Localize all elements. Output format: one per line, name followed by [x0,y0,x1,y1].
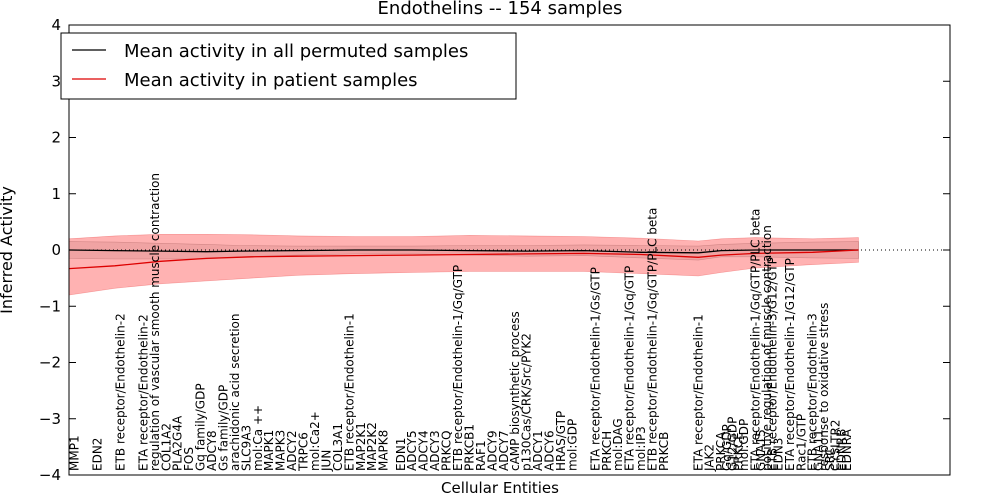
x-tick-label: FOS [182,447,196,471]
x-tick-label: mol:Ca2+ [308,411,322,471]
x-tick-label: COL3A1 [331,423,345,471]
x-tick-label: GNA15 [754,429,768,471]
x-tick-label: ADCY3 [428,430,442,471]
patient-band [68,234,859,296]
x-tick-label: JUN [319,450,333,472]
x-tick-label: mol:DAG [611,418,625,471]
x-tick-label: ADCY1 [531,430,545,471]
legend-label-permuted: Mean activity in all permuted samples [124,41,468,62]
x-tick-label: EDNRB [834,429,848,471]
x-tick-label: response to oxidative stress [817,303,831,471]
y-tick-label: −3 [39,410,61,428]
y-axis-label: Inferred Activity [0,186,16,314]
legend-label-patient: Mean activity in patient samples [124,70,418,91]
permuted-mean-line [68,249,859,254]
x-tick-label: Rac1/GTP [794,414,808,471]
x-axis-labels: MMP1 EDN2 ETB receptor/Endothelin-2 ETA rec… [68,173,854,472]
x-tick-label: arachidonic acid secretion [228,314,242,471]
x-tick-label: TRPC6 [297,432,311,472]
x-tick-label: EDN1 [394,438,408,471]
series-lines [68,249,950,270]
x-tick-label: ETA receptor/Endothelin-2 [136,314,150,471]
x-tick-label: PRKCB1 [463,424,477,471]
x-tick-label: JAK2 [703,444,717,472]
y-tick-label: 2 [51,129,61,147]
x-tick-label: EDNRA [840,428,854,471]
x-tick-label: PRKCE [731,432,745,471]
y-tick-label: 1 [51,185,61,203]
x-tick-label: COL1A2 [159,423,173,471]
x-axis-label: Cellular Entities [441,479,559,497]
chart-title: Endothelins -- 154 samples [378,0,623,19]
y-axis: −4 −3 −2 −1 0 1 2 3 4 [39,16,950,484]
x-tick-label: mol:IP3 [634,426,648,471]
x-tick-label: ETA receptor/Endothelin-1/Gs/GTP [588,267,602,471]
x-tick-label: PLA2G4A [171,415,185,471]
x-tick-label: ETB receptor/Endothelin-1 [342,313,356,471]
x-tick-label: ADCY8 [205,430,219,471]
x-tick-label: PRKCA [714,431,728,471]
x-tick-label: mol:Ca ++ [251,405,265,471]
x-tick-label: ADCY5 [405,430,419,471]
x-tick-label: ETA receptor/Endothelin-1/Gq/GTP [623,266,637,471]
x-tick-label: positive regulation of muscle contractio… [760,225,774,471]
x-tick-label: RAF1 [474,440,488,471]
x-tick-label: EDN3 [771,438,785,471]
x-tick-label: ETA receptor/Endothelin-1 [691,314,705,471]
y-tick-label: 3 [51,72,61,90]
x-tick-label: Gq/GDP [720,424,734,471]
y-tick-label: −2 [39,354,61,372]
y-tick-label: 4 [51,16,61,34]
x-tick-label: regulation of vascular smooth muscle con… [148,173,162,471]
x-tick-label: Gs family/GDP [217,385,231,471]
x-tick-label: ETB receptor/Endothelin-1/Gq/GTP/PLC bet… [646,208,660,471]
legend-box [60,32,517,100]
y-tick-label: 0 [51,241,61,259]
x-tick-label: ADCY9 [485,430,499,471]
x-tick-label: G12/GDP [726,417,740,471]
x-tick-label: SRC [823,447,837,471]
x-tick-label: ETB receptor/Endothelin-3 [806,313,820,471]
x-tick-label: Gq family/GDP [194,383,208,471]
x-tick-label: ADCY4 [417,430,431,471]
x-tick-label: ADCY6 [543,430,557,471]
y-tick-label: −1 [39,297,61,315]
y-tick-label: −4 [39,466,61,484]
x-tick-label: CYSLTR2 [829,420,843,471]
x-tick-label: MAPK8 [377,430,391,471]
x-tick-label: p130Cas/CRK/Src/PYK2 [520,333,534,471]
x-tick-label: ETB receptor/Endothelin-2 [114,313,128,471]
x-tick-label: mol:GDP [565,419,579,471]
x-tick-label: MAP2K1 [354,422,368,471]
x-tick-label: GNA11 [811,429,825,471]
x-tick-label: PRKCB [657,432,671,471]
x-tick-label: HRAS/GTP [554,411,568,471]
x-tick-label: ETA receptor/Endothelin-1/G12/GTP [783,258,797,471]
x-tick-label: ADCY2 [285,430,299,471]
x-tick-label: PRKCQ [440,430,454,471]
x-tick-label: mol:GDP [737,419,751,471]
x-tick-label: SLC9A3 [239,425,253,471]
x-tick-label: ETA receptor/Endothelin-1/Gq/GTP/PLC bet… [749,209,763,471]
x-tick-label: ETB receptor/Endothelin-3/G12/GTP [766,257,780,471]
x-tick-label: cAMP biosynthetic process [508,311,522,471]
x-tick-label: MAPK1 [262,430,276,471]
x-tick-label: PRKCH [600,431,614,471]
x-tick-label: MAPK3 [274,430,288,471]
patient-mean-line [68,249,859,270]
x-tick-label: ETB receptor/Endothelin-1/Gq/GTP [451,265,465,471]
legend: Mean activity in all permuted samples Me… [60,32,517,100]
x-tick-label: ADCY7 [497,430,511,471]
x-tick-label: MMP1 [68,435,82,471]
x-tick-label: EDN2 [91,438,105,471]
x-tick-label: MAP2K2 [365,422,379,471]
